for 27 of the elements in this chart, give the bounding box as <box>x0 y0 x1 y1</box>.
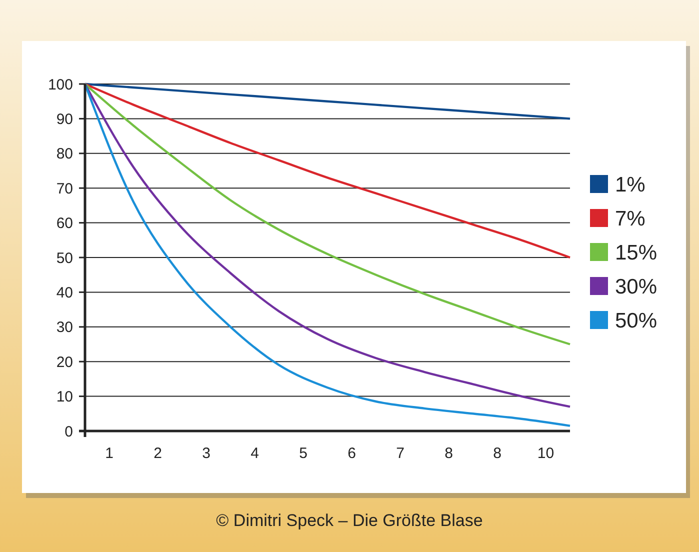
y-tick-label: 0 <box>64 423 73 440</box>
x-tick-label: 7 <box>396 445 404 462</box>
y-tick-label: 90 <box>56 110 73 128</box>
y-tick-label: 10 <box>56 388 73 406</box>
y-tick-label: 100 <box>48 76 73 94</box>
y-tick-label: 50 <box>56 250 73 267</box>
x-tick-label: 1 <box>105 445 114 462</box>
x-tick-label: 2 <box>154 445 162 462</box>
x-tick-label: 3 <box>202 445 210 462</box>
x-tick-label: 5 <box>299 445 308 462</box>
x-tick-label: 8 <box>444 445 453 462</box>
legend-label: 1% <box>615 173 646 196</box>
y-tick-label: 30 <box>56 319 73 336</box>
legend-label: 30% <box>615 275 658 298</box>
x-tick-label: 10 <box>537 445 554 462</box>
y-tick-label: 40 <box>56 284 73 302</box>
y-tick-label: 20 <box>56 354 73 371</box>
legend-label: 7% <box>615 207 646 230</box>
x-tick-label: 6 <box>348 445 356 462</box>
y-tick-label: 70 <box>56 180 73 198</box>
y-tick-label: 80 <box>56 146 73 163</box>
legend-label: 50% <box>615 309 658 332</box>
legend-label: 15% <box>615 241 658 264</box>
text: © Dimitri Speck – Die Größte Blase <box>216 511 483 530</box>
x-tick-label: 8 <box>493 445 502 462</box>
x-tick-label: 4 <box>250 445 259 462</box>
y-tick-label: 60 <box>56 215 73 232</box>
